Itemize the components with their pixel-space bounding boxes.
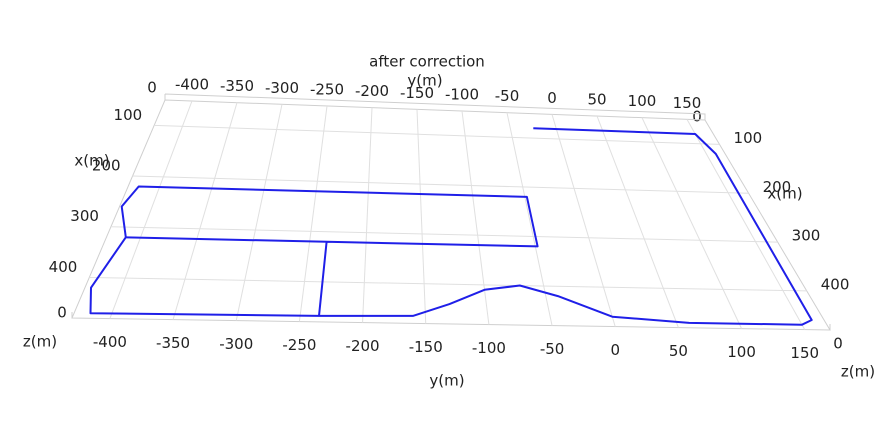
y-tick-label: 100 [727,343,756,361]
y-tick-label: -50 [495,87,520,105]
y-tick-label: 50 [587,91,606,109]
x-axis-label: x(m) [767,185,802,203]
y-tick-label: -150 [400,84,434,102]
grid-line [416,109,427,324]
grid-line [154,124,720,145]
z-tick-label: 0 [692,108,702,126]
x-tick-label: 400 [821,275,850,293]
grid-line [686,119,806,330]
x-tick-label: 100 [734,129,763,147]
grid-line [110,226,778,243]
grid-line [596,115,679,328]
grid-line [551,114,616,327]
y-tick-label: 150 [673,94,702,112]
wall-edge [71,93,831,330]
y-tick-label: -250 [310,81,344,99]
y-tick-label: -100 [445,86,479,104]
y-tick-label: -350 [220,77,254,95]
y-tick-label: -250 [282,336,316,354]
y-tick-label: 150 [790,344,819,362]
y-tick-label: -50 [540,340,565,358]
x-tick-label: 400 [49,258,78,276]
y-axis-label: y(m) [407,72,442,90]
x-tick-label: 200 [92,157,121,175]
grid-line [172,102,238,320]
z-tick-label: 0 [833,335,843,353]
x-tick-label: 300 [792,227,821,245]
y-tick-label: -350 [156,334,190,352]
y-tick-label: 0 [547,89,557,107]
grid-line [362,107,373,323]
trajectory [89,127,813,326]
x-tick-label: 100 [114,106,143,124]
y-tick-label: 100 [628,92,657,110]
y-tick-label: 0 [610,341,620,359]
x-tick-label: 300 [70,207,99,225]
grid-line [506,112,553,326]
grid-line [109,100,193,319]
floor-edge [71,99,831,331]
y-tick-label: -150 [409,338,443,356]
y-axis-label: y(m) [429,372,464,390]
grid-line [641,117,743,329]
grid-line [132,175,749,194]
grid-line [298,105,328,322]
z-tick-label: 0 [57,304,67,322]
y-tick-label: -300 [265,79,299,97]
y-tick-label: -400 [175,76,209,94]
chart-title: after correction [369,53,485,71]
z-axis-label: z(m) [841,363,875,381]
x-tick-label: 200 [763,178,792,196]
z-tick-label: 0 [147,79,157,97]
y-tick-label: -400 [93,333,127,351]
z-axis-label: z(m) [23,333,57,351]
y-tick-label: -200 [355,82,389,100]
x-axis-label: x(m) [74,152,109,170]
grid-line [89,276,807,292]
y-tick-label: -200 [346,337,380,355]
grid-line [235,104,283,321]
y-tick-label: 50 [669,342,688,360]
y-tick-label: -300 [219,335,253,353]
y-tick-label: -100 [472,339,506,357]
